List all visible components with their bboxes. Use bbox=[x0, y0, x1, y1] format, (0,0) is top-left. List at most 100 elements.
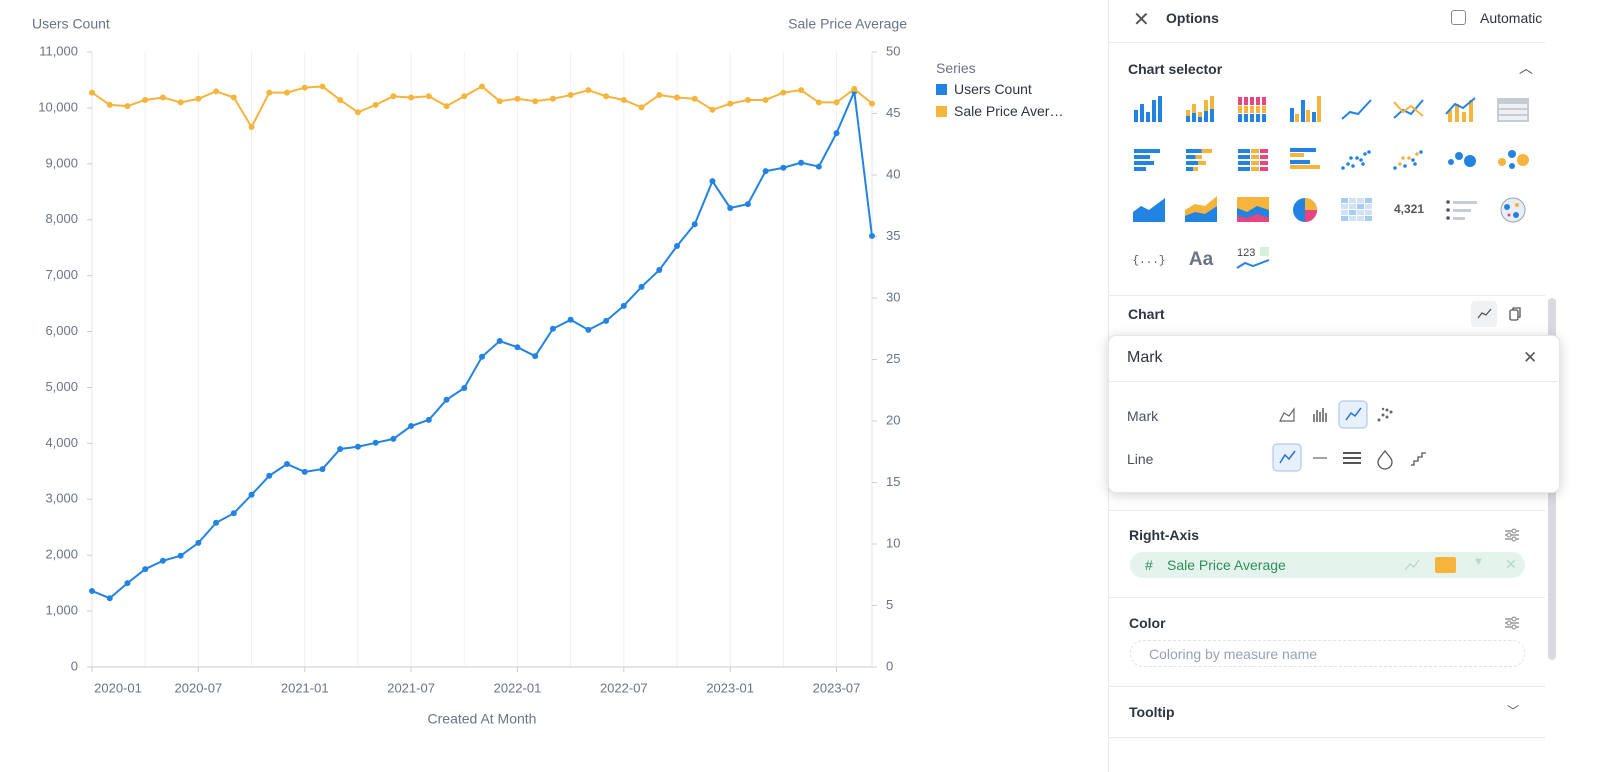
data-point[interactable] bbox=[89, 89, 95, 96]
data-point[interactable] bbox=[461, 93, 468, 100]
data-point[interactable] bbox=[266, 89, 273, 96]
data-point[interactable] bbox=[425, 93, 432, 100]
legend-item[interactable]: Users Count bbox=[936, 78, 1066, 100]
chart-type-option[interactable] bbox=[1391, 94, 1427, 126]
chart-type-option[interactable] bbox=[1131, 94, 1167, 126]
thick-line-option[interactable] bbox=[1343, 452, 1361, 464]
dropdown-chevron[interactable]: ▼ bbox=[1473, 556, 1484, 568]
data-point[interactable] bbox=[354, 109, 361, 116]
chart-type-option[interactable] bbox=[1495, 144, 1531, 176]
data-point[interactable] bbox=[408, 423, 415, 430]
data-point[interactable] bbox=[213, 519, 220, 526]
data-point[interactable] bbox=[780, 89, 787, 96]
collapse-chevron[interactable]: ︿ bbox=[1519, 60, 1533, 76]
data-point[interactable] bbox=[532, 353, 539, 360]
chart-type-option[interactable]: Aa bbox=[1183, 244, 1219, 276]
data-point[interactable] bbox=[213, 88, 220, 95]
data-point[interactable] bbox=[567, 316, 574, 323]
chart-type-option[interactable] bbox=[1443, 144, 1479, 176]
data-point[interactable] bbox=[709, 178, 716, 185]
data-point[interactable] bbox=[638, 283, 645, 290]
data-point[interactable] bbox=[833, 99, 840, 106]
data-point[interactable] bbox=[159, 557, 166, 564]
data-point[interactable] bbox=[496, 98, 503, 105]
color-swatch[interactable] bbox=[1435, 557, 1456, 573]
data-point[interactable] bbox=[301, 468, 308, 475]
chart-type-option[interactable] bbox=[1495, 94, 1531, 126]
field-pill[interactable] bbox=[1130, 552, 1525, 578]
data-point[interactable] bbox=[230, 510, 237, 517]
data-point[interactable] bbox=[461, 385, 468, 392]
data-point[interactable] bbox=[656, 92, 663, 99]
data-point[interactable] bbox=[833, 130, 840, 137]
chart-type-option[interactable] bbox=[1183, 94, 1219, 126]
data-point[interactable] bbox=[798, 159, 805, 166]
chart-type-option[interactable] bbox=[1131, 194, 1167, 226]
data-point[interactable] bbox=[585, 326, 592, 333]
data-point[interactable] bbox=[89, 587, 95, 594]
chart-type-option[interactable] bbox=[1443, 194, 1479, 226]
chart-type-option[interactable] bbox=[1235, 94, 1271, 126]
data-point[interactable] bbox=[514, 344, 521, 351]
chart-type-option[interactable] bbox=[1235, 144, 1271, 176]
data-point[interactable] bbox=[815, 163, 822, 170]
data-point[interactable] bbox=[674, 243, 680, 250]
data-point[interactable] bbox=[762, 96, 769, 103]
data-point[interactable] bbox=[744, 96, 751, 103]
chart-type-option[interactable] bbox=[1287, 94, 1323, 126]
settings-icon[interactable] bbox=[1503, 526, 1521, 544]
area-option[interactable] bbox=[1279, 407, 1295, 422]
data-point[interactable] bbox=[106, 101, 113, 108]
close-button[interactable]: ✕ bbox=[1133, 9, 1150, 31]
data-point[interactable] bbox=[425, 416, 432, 423]
data-point[interactable] bbox=[195, 539, 202, 546]
data-point[interactable] bbox=[656, 267, 663, 274]
data-point[interactable] bbox=[620, 302, 627, 309]
data-point[interactable] bbox=[195, 95, 202, 102]
data-point[interactable] bbox=[744, 201, 751, 208]
data-point[interactable] bbox=[479, 353, 485, 360]
data-point[interactable] bbox=[284, 89, 290, 96]
chart-type-option[interactable]: 4,321 bbox=[1391, 194, 1427, 226]
data-point[interactable] bbox=[319, 83, 326, 90]
data-point[interactable] bbox=[674, 94, 680, 101]
data-point[interactable] bbox=[869, 232, 875, 239]
data-point[interactable] bbox=[408, 94, 415, 101]
drop-zone[interactable] bbox=[1130, 640, 1525, 667]
data-point[interactable] bbox=[142, 96, 149, 103]
data-point[interactable] bbox=[798, 87, 805, 94]
data-point[interactable] bbox=[390, 435, 397, 442]
data-point[interactable] bbox=[124, 580, 131, 587]
data-point[interactable] bbox=[762, 168, 769, 175]
data-point[interactable] bbox=[549, 325, 556, 332]
line-mark-button[interactable] bbox=[1471, 301, 1497, 327]
data-point[interactable] bbox=[177, 99, 184, 106]
data-point[interactable] bbox=[851, 85, 858, 92]
data-point[interactable] bbox=[479, 83, 485, 90]
data-point[interactable] bbox=[727, 100, 734, 107]
data-point[interactable] bbox=[319, 466, 326, 473]
settings-icon[interactable] bbox=[1503, 614, 1521, 632]
data-point[interactable] bbox=[337, 445, 344, 452]
remove-button[interactable]: ✕ bbox=[1505, 556, 1517, 572]
scatter-option[interactable] bbox=[1377, 407, 1393, 422]
chart-type-option[interactable] bbox=[1183, 144, 1219, 176]
data-point[interactable] bbox=[354, 443, 361, 450]
chart-type-option[interactable]: {...} bbox=[1131, 244, 1167, 276]
chart-type-option[interactable] bbox=[1131, 144, 1167, 176]
data-point[interactable] bbox=[337, 96, 344, 103]
data-point[interactable] bbox=[514, 95, 521, 102]
checkbox[interactable] bbox=[1451, 10, 1466, 25]
data-point[interactable] bbox=[603, 317, 610, 324]
close-button[interactable]: ✕ bbox=[1523, 348, 1538, 367]
data-point[interactable] bbox=[727, 204, 734, 211]
expand-chevron[interactable]: ﹀ bbox=[1507, 704, 1520, 718]
data-point[interactable] bbox=[567, 92, 574, 99]
data-point[interactable] bbox=[284, 461, 290, 468]
step-option[interactable] bbox=[1411, 452, 1426, 466]
data-point[interactable] bbox=[372, 101, 379, 108]
chart-type-option[interactable] bbox=[1495, 194, 1531, 226]
chart-type-option[interactable] bbox=[1391, 144, 1427, 176]
data-point[interactable] bbox=[248, 491, 255, 498]
data-point[interactable] bbox=[638, 104, 645, 111]
